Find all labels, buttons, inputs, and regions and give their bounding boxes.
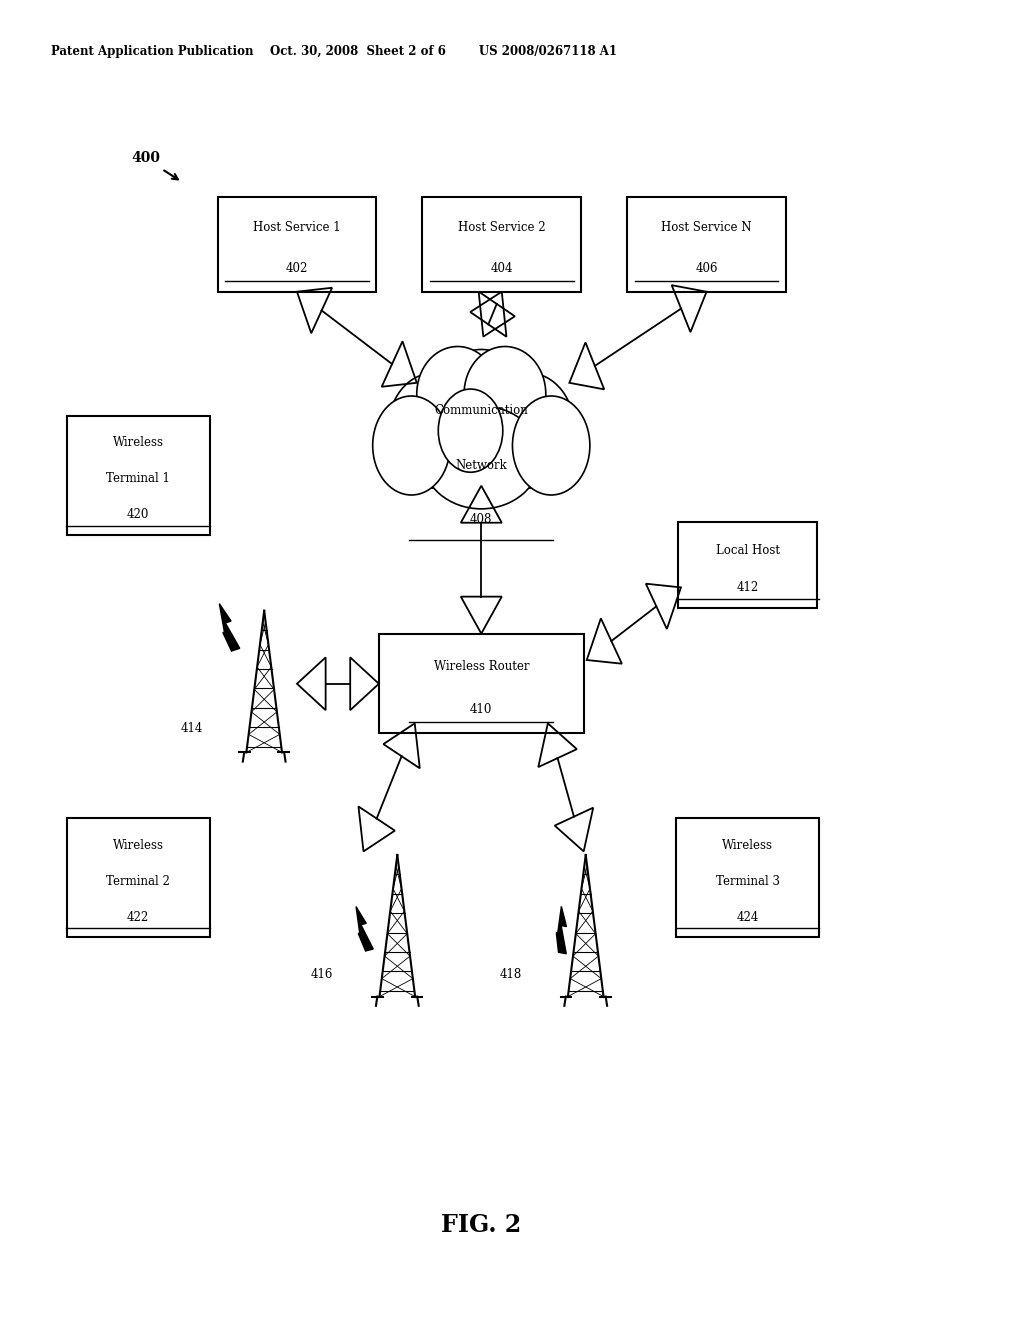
Text: Wireless: Wireless (113, 840, 164, 851)
Text: 402: 402 (286, 263, 308, 276)
Text: 404: 404 (490, 263, 513, 276)
FancyBboxPatch shape (676, 818, 819, 937)
Ellipse shape (373, 396, 451, 495)
Ellipse shape (422, 405, 541, 508)
FancyBboxPatch shape (217, 197, 376, 292)
Text: 400: 400 (131, 152, 160, 165)
Text: FIG. 2: FIG. 2 (441, 1213, 521, 1237)
Text: Wireless Router: Wireless Router (433, 660, 529, 673)
Text: Patent Application Publication    Oct. 30, 2008  Sheet 2 of 6        US 2008/026: Patent Application Publication Oct. 30, … (51, 45, 617, 58)
Ellipse shape (464, 346, 546, 441)
Text: 422: 422 (127, 911, 150, 924)
FancyBboxPatch shape (67, 818, 210, 937)
Text: Terminal 2: Terminal 2 (106, 875, 170, 888)
FancyBboxPatch shape (627, 197, 786, 292)
Ellipse shape (417, 346, 499, 441)
Ellipse shape (438, 389, 503, 473)
FancyBboxPatch shape (678, 521, 817, 607)
Text: Network: Network (456, 459, 507, 471)
Polygon shape (556, 907, 566, 954)
Ellipse shape (425, 350, 538, 492)
Text: Local Host: Local Host (716, 544, 779, 557)
Text: 412: 412 (736, 581, 759, 594)
Text: 416: 416 (310, 968, 333, 981)
Text: 414: 414 (180, 722, 203, 735)
Text: 418: 418 (500, 968, 522, 981)
Text: Communication: Communication (434, 404, 528, 417)
Text: Host Service 1: Host Service 1 (253, 222, 341, 234)
Polygon shape (356, 907, 374, 950)
Text: 410: 410 (470, 704, 493, 715)
Text: 406: 406 (695, 263, 718, 276)
Polygon shape (219, 603, 240, 651)
Text: Host Service N: Host Service N (662, 222, 752, 234)
FancyBboxPatch shape (379, 635, 584, 734)
FancyBboxPatch shape (67, 416, 210, 535)
Text: 424: 424 (736, 911, 759, 924)
Text: 408: 408 (470, 513, 493, 527)
Text: Terminal 1: Terminal 1 (106, 473, 170, 486)
Ellipse shape (484, 374, 574, 488)
Ellipse shape (388, 374, 478, 488)
Ellipse shape (512, 396, 590, 495)
Text: Wireless: Wireless (722, 840, 773, 851)
FancyBboxPatch shape (422, 197, 582, 292)
Text: 420: 420 (127, 508, 150, 521)
Text: Terminal 3: Terminal 3 (716, 875, 779, 888)
Text: Host Service 2: Host Service 2 (458, 222, 546, 234)
Text: Wireless: Wireless (113, 437, 164, 449)
